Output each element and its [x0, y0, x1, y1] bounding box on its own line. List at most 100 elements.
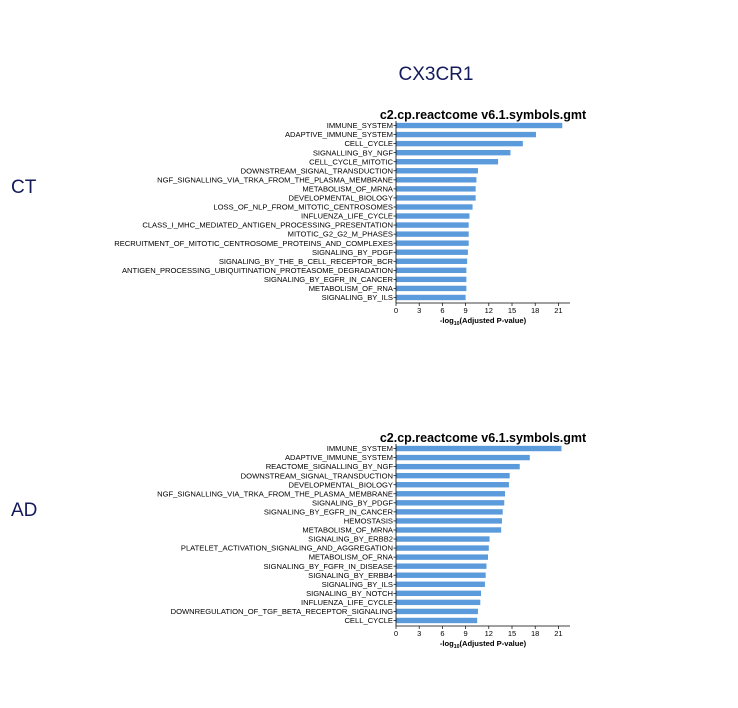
- chart-panel-ct: c2.cp.reactcome v6.1.symbols.gmt IMMUNE_S…: [0, 105, 738, 345]
- category-label: SIGNALING_BY_NOTCH: [306, 589, 393, 598]
- category-label: DEVELOPMENTAL_BIOLOGY: [288, 480, 393, 489]
- bar: [396, 195, 476, 201]
- bar: [396, 168, 478, 174]
- bar: [396, 213, 470, 219]
- bar: [396, 518, 502, 524]
- x-tick-label: 6: [440, 629, 444, 638]
- bar: [396, 509, 503, 515]
- x-tick-label: 0: [394, 629, 398, 638]
- category-label: REACTOME_SIGNALLING_BY_NGF: [266, 462, 394, 471]
- bar: [396, 240, 469, 246]
- bar: [396, 186, 476, 192]
- category-label: HEMOSTASIS: [344, 517, 393, 526]
- category-label: MITOTIC_G2_G2_M_PHASES: [288, 230, 393, 239]
- bar: [396, 177, 477, 183]
- bar-chart-ct: c2.cp.reactcome v6.1.symbols.gmtIMMUNE_S…: [114, 108, 587, 327]
- category-label: ADAPTIVE_IMMUNE_SYSTEM: [285, 453, 393, 462]
- x-axis-label: -log10(Adjusted P-value): [440, 316, 527, 327]
- x-tick-label: 21: [554, 629, 562, 638]
- x-tick-label: 12: [485, 306, 493, 315]
- bar: [396, 608, 478, 615]
- bar: [396, 536, 490, 542]
- bar: [396, 445, 562, 452]
- category-label: CELL_CYCLE: [344, 616, 393, 625]
- category-label: LOSS_OF_NLP_FROM_MITOTIC_CENTROSOMES: [213, 203, 393, 212]
- x-tick-label: 15: [508, 629, 516, 638]
- bar: [396, 500, 505, 506]
- chart-title: c2.cp.reactcome v6.1.symbols.gmt: [380, 108, 587, 122]
- bar: [396, 599, 481, 606]
- category-label: IMMUNE_SYSTEM: [327, 444, 393, 453]
- category-label: INFLUENZA_LIFE_CYCLE: [301, 212, 393, 221]
- x-tick-label: 9: [464, 306, 468, 315]
- category-label: METABOLISM_OF_MRNA: [302, 526, 394, 535]
- bar: [396, 149, 511, 156]
- category-label: SIGNALING_BY_ILS: [322, 580, 393, 589]
- chart-panel-ad: c2.cp.reactcome v6.1.symbols.gmt IMMUNE_S…: [0, 428, 738, 668]
- x-tick-label: 15: [508, 306, 516, 315]
- bar: [396, 563, 487, 569]
- category-label: INFLUENZA_LIFE_CYCLE: [301, 598, 393, 607]
- category-label: SIGNALING_BY_ERBB2: [308, 535, 393, 544]
- x-tick-label: 9: [464, 629, 468, 638]
- bar: [396, 472, 510, 479]
- bar: [396, 122, 563, 129]
- x-tick-label: 6: [440, 306, 444, 315]
- bar: [396, 554, 489, 560]
- category-label: RECRUITMENT_OF_MITOTIC_CENTROSOME_PROTEI…: [114, 239, 393, 248]
- category-label: SIGNALING_BY_EGFR_IN_CANCER: [264, 275, 394, 284]
- category-label: DOWNSTREAM_SIGNAL_TRANSDUCTION: [241, 471, 393, 480]
- category-label: SIGNALING_BY_FGFR_IN_DISEASE: [263, 562, 393, 571]
- category-label: DEVELOPMENTAL_BIOLOGY: [288, 194, 393, 203]
- x-tick-label: 21: [554, 306, 562, 315]
- category-label: SIGNALING_BY_EGFR_IN_CANCER: [264, 507, 394, 516]
- category-label: SIGNALING_BY_ILS: [322, 293, 393, 302]
- category-label: PLATELET_ACTIVATION_SIGNALING_AND_AGGREG…: [181, 544, 393, 553]
- gene-title: CX3CR1: [398, 64, 474, 85]
- bar: [396, 131, 536, 138]
- category-label: NGF_SIGNALLING_VIA_TRKA_FROM_THE_PLASMA_…: [157, 489, 393, 498]
- bar: [396, 140, 523, 147]
- category-label: DOWNSTREAM_SIGNAL_TRANSDUCTION: [241, 166, 393, 175]
- category-label: ADAPTIVE_IMMUNE_SYSTEM: [285, 130, 393, 139]
- category-label: IMMUNE_SYSTEM: [327, 121, 393, 130]
- bar: [396, 572, 486, 578]
- bar: [396, 267, 467, 274]
- bar: [396, 159, 499, 165]
- bar: [396, 482, 509, 488]
- category-label: CELL_CYCLE: [344, 139, 393, 148]
- bar: [396, 527, 502, 533]
- bar: [396, 581, 485, 587]
- category-label: SIGNALING_BY_PDGF: [312, 498, 393, 507]
- bar: [396, 491, 506, 497]
- category-label: SIGNALING_BY_THE_B_CELL_RECEPTOR_BCR: [219, 257, 394, 266]
- bar: [396, 294, 466, 301]
- category-label: SIGNALLING_BY_NGF: [313, 148, 394, 157]
- x-axis-label: -log10(Adjusted P-value): [440, 639, 527, 650]
- bar: [396, 285, 467, 292]
- bar: [396, 222, 469, 228]
- category-label: DOWNREGULATION_OF_TGF_BETA_RECEPTOR_SIGN…: [171, 607, 393, 616]
- category-label: SIGNALING_BY_PDGF: [312, 248, 393, 257]
- category-label: SIGNALING_BY_ERBB4: [308, 571, 393, 580]
- bar: [396, 249, 468, 255]
- bar: [396, 454, 530, 461]
- row-label-ct: CT: [11, 177, 37, 198]
- x-tick-label: 12: [485, 629, 493, 638]
- bar: [396, 276, 467, 283]
- category-label: METABOLISM_OF_MRNA: [302, 184, 394, 193]
- category-label: ANTIGEN_PROCESSING_UBIQUITINATION_PROTEA…: [122, 266, 393, 275]
- bar: [396, 231, 469, 237]
- bar: [396, 463, 520, 470]
- x-tick-label: 3: [417, 629, 421, 638]
- category-label: CELL_CYCLE_MITOTIC: [309, 157, 393, 166]
- bar: [396, 617, 478, 624]
- bar-chart-ad: c2.cp.reactcome v6.1.symbols.gmtIMMUNE_S…: [157, 431, 587, 650]
- bar: [396, 590, 482, 597]
- bar: [396, 545, 489, 551]
- x-tick-label: 0: [394, 306, 398, 315]
- category-label: METABOLISM_OF_RNA: [309, 284, 394, 293]
- x-tick-label: 18: [531, 629, 539, 638]
- x-tick-label: 18: [531, 306, 539, 315]
- x-tick-label: 3: [417, 306, 421, 315]
